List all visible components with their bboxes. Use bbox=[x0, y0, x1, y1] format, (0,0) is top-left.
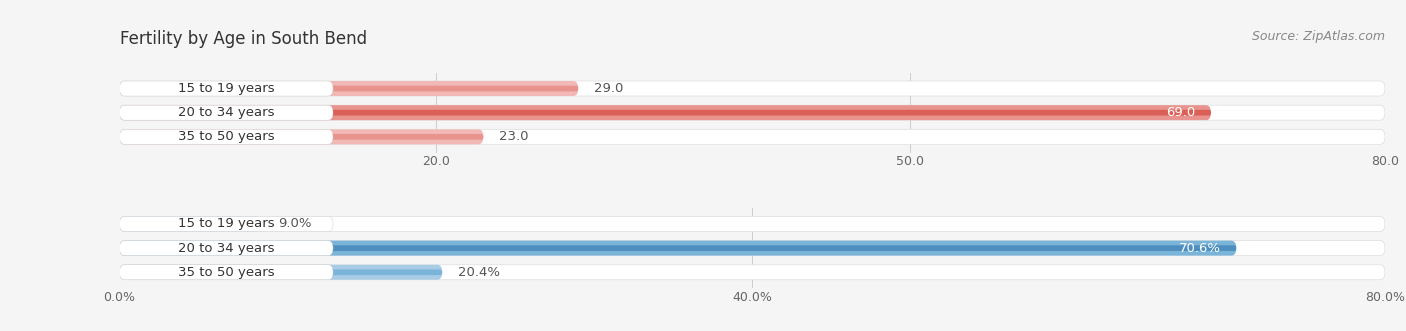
FancyBboxPatch shape bbox=[120, 86, 578, 91]
FancyBboxPatch shape bbox=[120, 221, 262, 227]
Text: 29.0: 29.0 bbox=[595, 82, 623, 95]
FancyBboxPatch shape bbox=[120, 81, 333, 96]
Text: 20 to 34 years: 20 to 34 years bbox=[179, 242, 274, 255]
FancyBboxPatch shape bbox=[120, 269, 441, 275]
Text: Source: ZipAtlas.com: Source: ZipAtlas.com bbox=[1251, 30, 1385, 43]
FancyBboxPatch shape bbox=[120, 241, 333, 256]
FancyBboxPatch shape bbox=[120, 105, 1211, 120]
FancyBboxPatch shape bbox=[120, 241, 1236, 256]
Text: 35 to 50 years: 35 to 50 years bbox=[179, 266, 274, 279]
FancyBboxPatch shape bbox=[120, 129, 333, 144]
FancyBboxPatch shape bbox=[120, 129, 1385, 144]
FancyBboxPatch shape bbox=[120, 216, 1385, 231]
Text: 15 to 19 years: 15 to 19 years bbox=[179, 217, 274, 230]
Text: 35 to 50 years: 35 to 50 years bbox=[179, 130, 274, 143]
FancyBboxPatch shape bbox=[120, 81, 1385, 96]
FancyBboxPatch shape bbox=[120, 265, 333, 280]
Text: Fertility by Age in South Bend: Fertility by Age in South Bend bbox=[120, 30, 367, 48]
FancyBboxPatch shape bbox=[120, 81, 578, 96]
FancyBboxPatch shape bbox=[120, 216, 333, 231]
FancyBboxPatch shape bbox=[120, 105, 333, 120]
Text: 70.6%: 70.6% bbox=[1178, 242, 1220, 255]
FancyBboxPatch shape bbox=[120, 241, 1385, 256]
FancyBboxPatch shape bbox=[120, 216, 262, 231]
FancyBboxPatch shape bbox=[120, 134, 484, 140]
Text: 23.0: 23.0 bbox=[499, 130, 529, 143]
Text: 15 to 19 years: 15 to 19 years bbox=[179, 82, 274, 95]
FancyBboxPatch shape bbox=[120, 105, 1385, 120]
Text: 20 to 34 years: 20 to 34 years bbox=[179, 106, 274, 119]
Text: 69.0: 69.0 bbox=[1166, 106, 1195, 119]
FancyBboxPatch shape bbox=[120, 129, 484, 144]
FancyBboxPatch shape bbox=[120, 245, 1236, 251]
Text: 9.0%: 9.0% bbox=[278, 217, 311, 230]
FancyBboxPatch shape bbox=[120, 110, 1211, 116]
FancyBboxPatch shape bbox=[120, 265, 441, 280]
Text: 20.4%: 20.4% bbox=[458, 266, 501, 279]
FancyBboxPatch shape bbox=[120, 265, 1385, 280]
